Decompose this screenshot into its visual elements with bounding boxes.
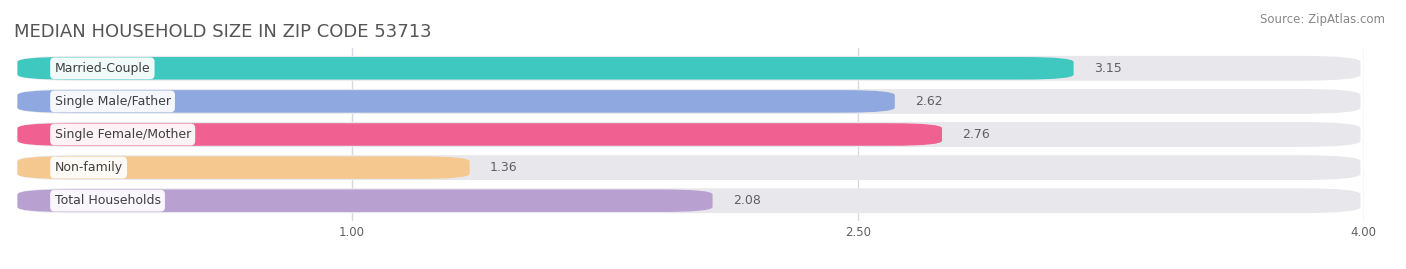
FancyBboxPatch shape — [17, 56, 1361, 81]
FancyBboxPatch shape — [17, 90, 894, 113]
Text: Source: ZipAtlas.com: Source: ZipAtlas.com — [1260, 13, 1385, 26]
Text: Total Households: Total Households — [55, 194, 160, 207]
FancyBboxPatch shape — [17, 156, 470, 179]
Text: Non-family: Non-family — [55, 161, 122, 174]
Text: 2.76: 2.76 — [962, 128, 990, 141]
FancyBboxPatch shape — [17, 89, 1361, 114]
Text: 1.36: 1.36 — [489, 161, 517, 174]
Text: MEDIAN HOUSEHOLD SIZE IN ZIP CODE 53713: MEDIAN HOUSEHOLD SIZE IN ZIP CODE 53713 — [14, 23, 432, 41]
FancyBboxPatch shape — [17, 155, 1361, 180]
Text: 3.15: 3.15 — [1094, 62, 1122, 75]
FancyBboxPatch shape — [17, 189, 713, 212]
Text: Married-Couple: Married-Couple — [55, 62, 150, 75]
FancyBboxPatch shape — [17, 123, 942, 146]
FancyBboxPatch shape — [17, 57, 1074, 80]
FancyBboxPatch shape — [17, 122, 1361, 147]
Text: 2.08: 2.08 — [733, 194, 761, 207]
Text: Single Female/Mother: Single Female/Mother — [55, 128, 191, 141]
Text: 2.62: 2.62 — [915, 95, 942, 108]
Text: Single Male/Father: Single Male/Father — [55, 95, 170, 108]
FancyBboxPatch shape — [17, 188, 1361, 213]
